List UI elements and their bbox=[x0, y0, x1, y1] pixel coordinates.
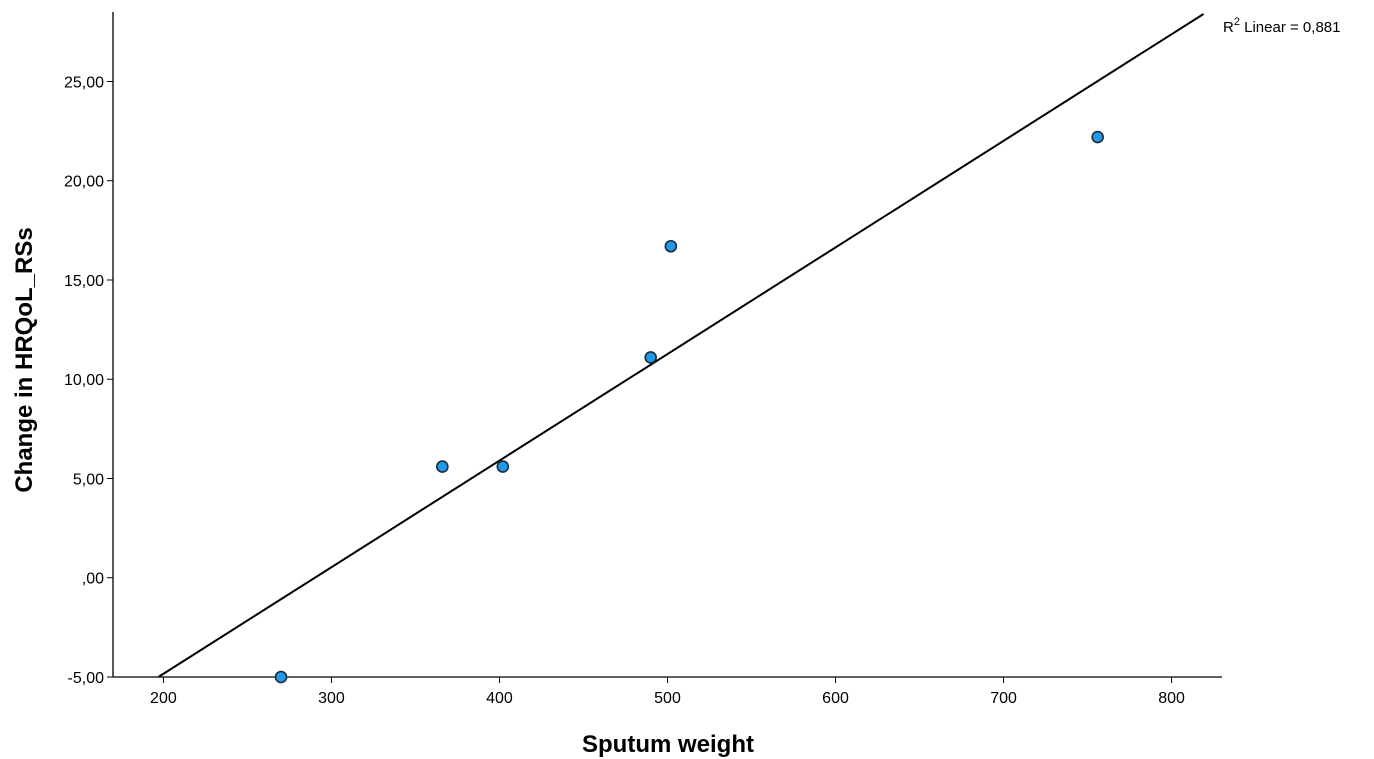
fit-line-layer bbox=[157, 13, 1205, 678]
y-tick-label: 10,00 bbox=[64, 372, 104, 389]
y-tick-label: 20,00 bbox=[64, 174, 104, 191]
data-point bbox=[1091, 130, 1104, 144]
x-tick-label: 400 bbox=[486, 690, 513, 707]
data-point bbox=[496, 460, 510, 473]
y-tick-label: -5,00 bbox=[68, 670, 105, 687]
fit-line-label: R2 Linear = 0,881 bbox=[1223, 16, 1340, 36]
x-axis-ticks: 200 300 400 500 600 700 800 bbox=[150, 677, 1185, 707]
plot-area bbox=[112, 12, 1222, 678]
x-tick-label: 600 bbox=[822, 690, 849, 707]
y-tick-label: 15,00 bbox=[64, 273, 104, 290]
x-tick-label: 200 bbox=[150, 690, 177, 707]
x-axis-title: Sputum weight bbox=[582, 731, 754, 758]
data-point bbox=[274, 670, 288, 684]
y-tick-label: ,00 bbox=[82, 571, 104, 588]
x-tick-label: 800 bbox=[1158, 690, 1185, 707]
fit-label-superscript: 2 bbox=[1234, 16, 1240, 28]
fit-label-prefix: R bbox=[1223, 19, 1234, 36]
x-tick-label: 500 bbox=[654, 690, 681, 707]
data-point bbox=[664, 239, 678, 253]
x-tick-label: 300 bbox=[318, 690, 345, 707]
data-point bbox=[436, 460, 449, 473]
fit-line bbox=[157, 13, 1205, 678]
data-point bbox=[644, 351, 657, 364]
data-points bbox=[274, 130, 1104, 684]
x-tick-label: 700 bbox=[990, 690, 1017, 707]
y-tick-label: 25,00 bbox=[64, 74, 104, 91]
y-axis-title: Change in HRQoL_RSs bbox=[11, 227, 38, 492]
y-tick-label: 5,00 bbox=[73, 471, 104, 488]
y-axis-ticks: -5,00 ,00 5,00 10,00 15,00 20,00 25,00 bbox=[64, 74, 113, 687]
fit-label-suffix: Linear = 0,881 bbox=[1240, 19, 1341, 36]
